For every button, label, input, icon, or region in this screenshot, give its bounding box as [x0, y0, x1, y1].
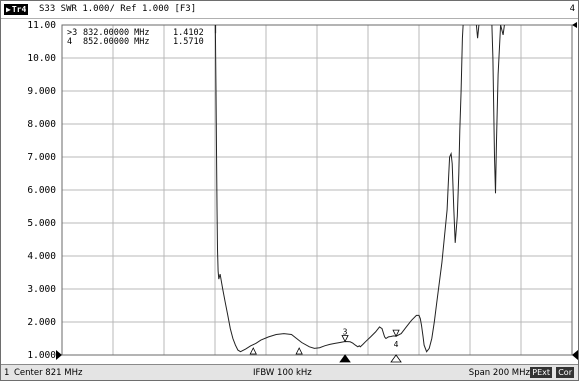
- baseline-marker-icon: [249, 347, 257, 355]
- baseline-marker-icon: [295, 347, 303, 355]
- ref-level-arrow-left-icon: [56, 350, 62, 360]
- ref-level-arrow-right-icon: [572, 350, 578, 360]
- y-tick-label: 3.000: [27, 284, 56, 295]
- marker-4-icon: [392, 329, 400, 338]
- trace-arrow-icon: ▶: [6, 5, 11, 14]
- if-bandwidth[interactable]: IFBW 100 kHz: [253, 368, 312, 378]
- trace-line: [214, 25, 505, 353]
- y-tick-label: 6.000: [27, 185, 56, 196]
- y-tick-label: 2.000: [27, 317, 56, 328]
- correction-tag[interactable]: Cor: [556, 367, 574, 378]
- trace-layer: [214, 25, 505, 353]
- marker-table-stimulus: 832.00000 MHz: [83, 28, 150, 38]
- marker-table-stimulus: 852.00000 MHz: [83, 37, 150, 47]
- y-tick-labels: 11.00 10.00 9.000 8.000 7.000 6.000 5.000 4.000…: [27, 20, 578, 361]
- port-extension-tag[interactable]: PExt: [530, 367, 552, 378]
- marker-table-id: >3: [67, 28, 77, 38]
- plot-frame: [61, 24, 573, 356]
- y-tick-label: 9.000: [27, 86, 56, 97]
- y-tick-label: 7.000: [27, 152, 56, 163]
- stimulus-marker-4-icon: [390, 354, 402, 363]
- y-tick-label: 10.00: [27, 53, 56, 64]
- y-tick-label: 11.00: [27, 20, 56, 31]
- marker-3-icon: [341, 335, 349, 343]
- marker-table-id: 4: [67, 37, 72, 47]
- span-frequency[interactable]: Span 200 MHz: [468, 368, 530, 378]
- marker-3-label: 3: [343, 327, 348, 336]
- trace-badge-label: Tr4: [11, 5, 27, 14]
- trace-title-bar: ▶Tr4 S33 SWR 1.000/ Ref 1.000 [F3] 4: [1, 1, 578, 19]
- marker-table-value: 1.4102: [173, 28, 204, 38]
- swr-plot[interactable]: 11.00 10.00 9.000 8.000 7.000 6.000 5.000 4.000…: [1, 18, 578, 364]
- y-tick-label: 5.000: [27, 218, 56, 229]
- marker-layer: 34: [249, 327, 402, 363]
- trace-title: S33 SWR 1.000/ Ref 1.000 [F3]: [39, 4, 197, 14]
- y-tick-label: 8.000: [27, 119, 56, 130]
- status-bar: 1 Center 821 MHz IFBW 100 kHz Span 200 M…: [1, 364, 578, 380]
- marker-table: >3 832.00000 MHz 1.4102 4 852.00000 MHz 1.571…: [67, 28, 204, 47]
- marker-4-label: 4: [394, 340, 399, 349]
- channel-number: 4: [569, 4, 575, 14]
- marker-table-value: 1.5710: [173, 37, 204, 47]
- y-tick-label: 4.000: [27, 251, 56, 262]
- stimulus-marker-3-icon: [339, 354, 351, 363]
- y-tick-label: 1.000: [27, 350, 56, 361]
- active-trace-badge[interactable]: ▶Tr4: [4, 4, 29, 15]
- center-frequency[interactable]: Center 821 MHz: [14, 368, 83, 378]
- channel-index[interactable]: 1: [4, 368, 10, 378]
- plot-grid: [61, 24, 573, 356]
- off-scale-arrow-icon: [572, 22, 577, 28]
